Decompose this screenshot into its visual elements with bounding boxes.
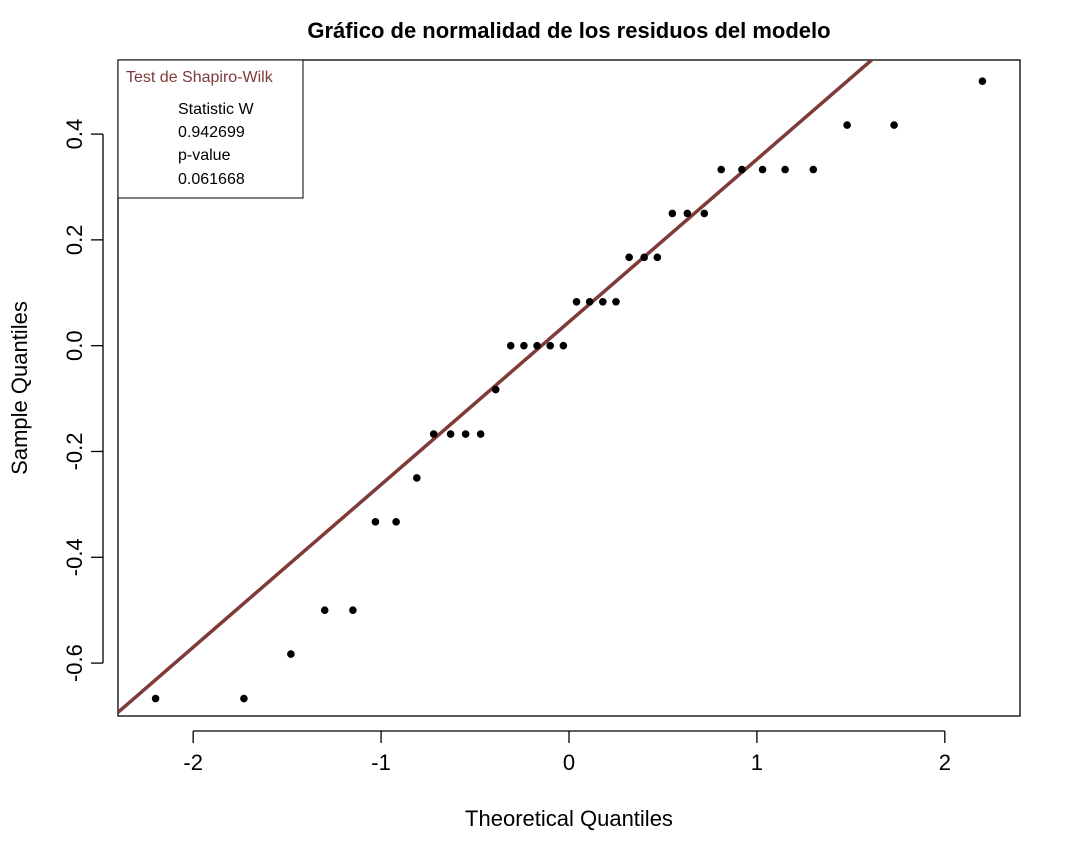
data-point <box>809 165 818 174</box>
plot-frame <box>117 59 1021 717</box>
chart-title: Gráfico de normalidad de los residuos de… <box>307 18 830 43</box>
x-tick-label: 0 <box>563 750 575 775</box>
data-point <box>738 165 746 174</box>
legend-entry-statistic-value: 0.942699 <box>178 124 245 141</box>
data-point <box>572 297 581 306</box>
y-tick-label: 0.2 <box>62 225 87 256</box>
x-tick-label: 2 <box>939 750 951 775</box>
data-point <box>585 297 594 306</box>
y-tick-label: -0.2 <box>62 433 87 471</box>
data-point <box>476 430 485 438</box>
y-tick-label: -0.4 <box>62 538 87 576</box>
data-point <box>599 297 607 306</box>
plot-area <box>118 60 987 714</box>
y-axis: -0.6 -0.4 -0.2 0.0 0.2 0.4 <box>62 119 104 682</box>
legend-entry-pvalue-value: 0.061668 <box>178 171 245 188</box>
data-point <box>717 165 726 174</box>
data-point <box>612 297 620 306</box>
data-point <box>758 165 767 174</box>
data-point <box>625 253 633 262</box>
data-point <box>683 209 692 218</box>
data-point <box>371 518 380 526</box>
x-tick-label: -2 <box>183 750 203 775</box>
data-point <box>520 341 528 350</box>
data-points <box>151 77 987 703</box>
x-axis-label: Theoretical Quantiles <box>465 806 673 831</box>
x-axis: -2 -1 0 1 2 <box>183 730 951 775</box>
legend-entry-pvalue-label: p-value <box>178 147 231 164</box>
data-point <box>320 606 329 614</box>
x-tick-label: -1 <box>371 750 391 775</box>
data-point <box>890 121 898 129</box>
data-point <box>533 341 541 350</box>
y-tick-label: 0.4 <box>62 119 87 150</box>
data-point <box>700 209 709 218</box>
legend-box: Test de Shapiro-Wilk Statistic W 0.94269… <box>117 59 304 199</box>
reference-line <box>118 60 875 714</box>
data-point <box>349 606 357 614</box>
data-point <box>240 694 248 703</box>
data-point <box>843 121 851 129</box>
data-point <box>491 385 500 394</box>
data-point <box>781 165 789 174</box>
data-point <box>151 694 160 703</box>
data-point <box>392 518 400 526</box>
data-point <box>640 253 648 262</box>
data-point <box>446 430 455 438</box>
y-tick-label: -0.6 <box>62 644 87 682</box>
legend-frame <box>117 59 304 199</box>
data-point <box>412 474 421 482</box>
data-point <box>461 430 470 438</box>
y-axis-label: Sample Quantiles <box>7 301 32 475</box>
data-point <box>287 650 295 658</box>
y-tick-label: 0.0 <box>62 330 87 361</box>
data-point <box>668 209 677 218</box>
x-tick-label: 1 <box>751 750 763 775</box>
legend-title: Test de Shapiro-Wilk <box>126 69 274 86</box>
data-point <box>429 430 438 438</box>
data-point <box>506 341 515 350</box>
data-point <box>978 77 987 85</box>
data-point <box>653 253 662 262</box>
data-point <box>546 341 555 350</box>
data-point <box>559 341 568 350</box>
legend-entry-statistic-label: Statistic W <box>178 101 254 118</box>
